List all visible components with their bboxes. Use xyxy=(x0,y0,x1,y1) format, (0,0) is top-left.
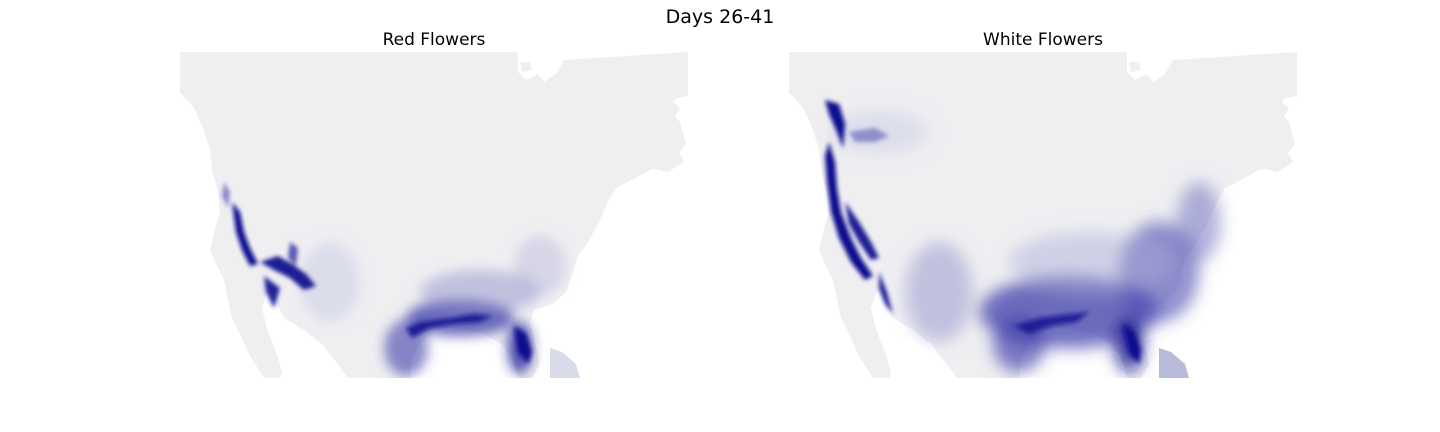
density-heatmap xyxy=(825,100,1221,372)
white-flowers-title: White Flowers xyxy=(983,30,1103,50)
white-flowers-map xyxy=(789,52,1297,378)
red-flowers-map xyxy=(180,52,688,378)
red-flowers-title: Red Flowers xyxy=(382,30,486,50)
density-heatmap xyxy=(222,182,566,376)
figure-title: Days 26-41 xyxy=(665,6,775,28)
ocean-mask xyxy=(280,338,346,378)
ocean-mask xyxy=(889,338,955,378)
